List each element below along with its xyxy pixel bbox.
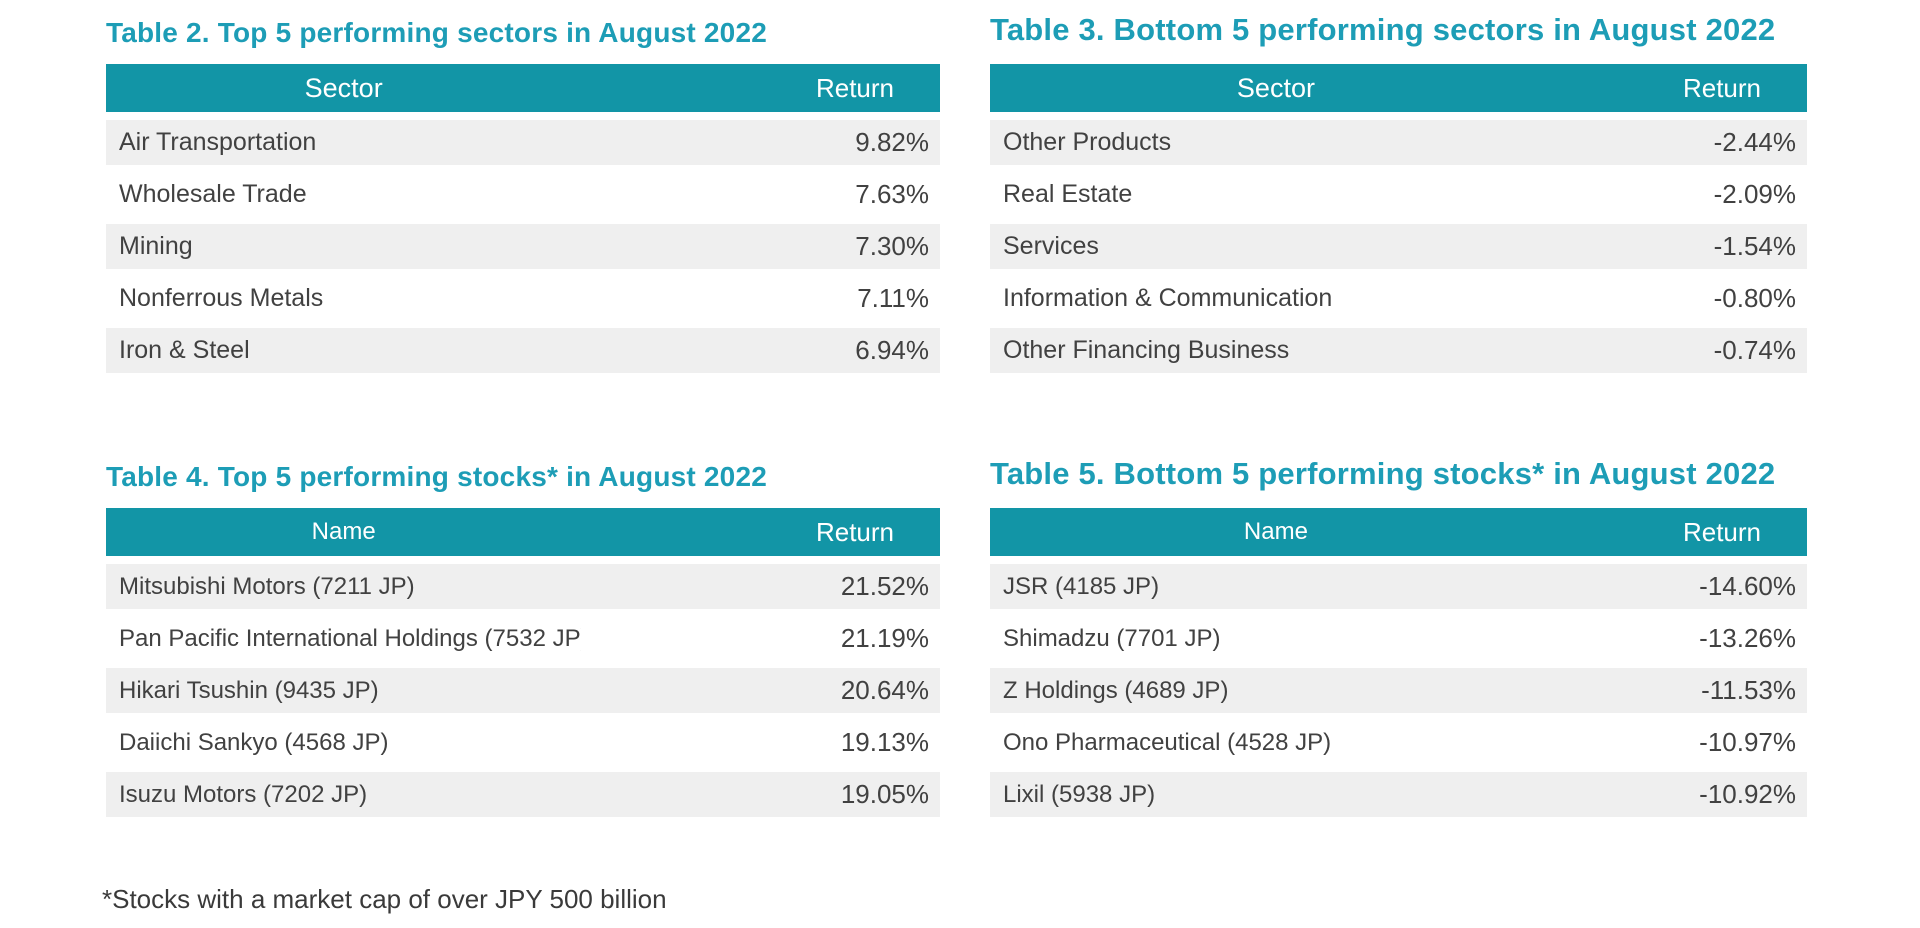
- table-top-stocks: Table 4. Top 5 performing stocks* in Aug…: [106, 460, 940, 824]
- return-cell: 21.19%: [840, 623, 929, 653]
- table-row: Z Holdings (4689 JP) -11.53%: [990, 668, 1807, 713]
- stock-name-cell: Daiichi Sankyo (4568 JP): [119, 728, 389, 756]
- return-cell: -2.09%: [1713, 179, 1796, 209]
- sector-cell: Services: [1003, 232, 1099, 260]
- column-header-return: Return: [815, 72, 894, 103]
- table-header-row: Name Return: [990, 508, 1807, 556]
- table-header-row: Sector Return: [990, 64, 1807, 112]
- table-row: Isuzu Motors (7202 JP) 19.05%: [106, 772, 940, 817]
- table-row: Mining 7.30%: [106, 224, 940, 269]
- table-row: Services -1.54%: [990, 224, 1807, 269]
- sector-cell: Information & Communication: [1003, 284, 1333, 312]
- return-cell: -10.97%: [1699, 727, 1796, 757]
- return-cell: -14.60%: [1699, 571, 1796, 601]
- sector-cell: Other Products: [1003, 128, 1172, 156]
- footnote: *Stocks with a market cap of over JPY 50…: [102, 884, 667, 914]
- table-row: Information & Communication -0.80%: [990, 276, 1807, 321]
- stock-name-cell: Z Holdings (4689 JP): [1003, 676, 1229, 704]
- sector-cell: Air Transportation: [119, 128, 317, 156]
- stock-name-cell: JSR (4185 JP): [1003, 572, 1160, 600]
- table-header-row: Sector Return: [106, 64, 940, 112]
- return-cell: 9.82%: [855, 127, 929, 157]
- stock-name-cell: Lixil (5938 JP): [1003, 780, 1156, 808]
- table-row: Real Estate -2.09%: [990, 172, 1807, 217]
- table-row: Other Products -2.44%: [990, 120, 1807, 165]
- return-cell: 6.94%: [855, 335, 929, 365]
- table-row: Air Transportation 9.82%: [106, 120, 940, 165]
- table-row: Lixil (5938 JP) -10.92%: [990, 772, 1807, 817]
- column-header-name: Name: [311, 518, 376, 545]
- sector-cell: Iron & Steel: [119, 336, 250, 364]
- stock-name-cell: Shimadzu (7701 JP): [1003, 624, 1221, 652]
- table-row: JSR (4185 JP) -14.60%: [990, 564, 1807, 609]
- table-row: Other Financing Business -0.74%: [990, 328, 1807, 373]
- return-cell: 7.11%: [857, 283, 929, 313]
- sector-cell: Other Financing Business: [1003, 336, 1290, 364]
- table-row: Mitsubishi Motors (7211 JP) 21.52%: [106, 564, 940, 609]
- stock-name-cell: Mitsubishi Motors (7211 JP): [119, 572, 415, 600]
- column-header-return: Return: [815, 516, 894, 547]
- column-header-return: Return: [1682, 516, 1761, 547]
- return-cell: 20.64%: [840, 675, 929, 705]
- column-header-name: Name: [1243, 518, 1308, 545]
- table-title: Table 3. Bottom 5 performing sectors in …: [990, 12, 1776, 47]
- return-cell: 21.52%: [840, 571, 929, 601]
- return-cell: -0.80%: [1713, 283, 1796, 313]
- return-cell: -2.44%: [1713, 127, 1796, 157]
- return-cell: 19.05%: [840, 779, 929, 809]
- return-cell: -13.26%: [1699, 623, 1796, 653]
- stock-name-cell: Pan Pacific International Holdings (7532…: [119, 624, 582, 652]
- table-row: Pan Pacific International Holdings (7532…: [106, 616, 940, 661]
- return-cell: -10.92%: [1699, 779, 1796, 809]
- column-header-return: Return: [1682, 72, 1761, 103]
- return-cell: 7.30%: [855, 231, 929, 261]
- stock-name-cell: Hikari Tsushin (9435 JP): [119, 676, 379, 704]
- table-bottom-stocks: Table 5. Bottom 5 performing stocks* in …: [990, 455, 1807, 824]
- table-header-row: Name Return: [106, 508, 940, 556]
- table-bottom-sectors: Table 3. Bottom 5 performing sectors in …: [990, 11, 1807, 380]
- return-cell: -1.54%: [1713, 231, 1796, 261]
- table-row: Nonferrous Metals 7.11%: [106, 276, 940, 321]
- table-row: Daiichi Sankyo (4568 JP) 19.13%: [106, 720, 940, 765]
- return-cell: -11.53%: [1701, 675, 1796, 705]
- stock-name-cell: Isuzu Motors (7202 JP): [119, 780, 368, 808]
- table-title: Table 4. Top 5 performing stocks* in Aug…: [106, 461, 767, 492]
- column-header-sector: Sector: [304, 72, 383, 103]
- return-cell: -0.74%: [1713, 335, 1796, 365]
- return-cell: 7.63%: [855, 179, 929, 209]
- sector-cell: Mining: [119, 232, 193, 260]
- table-top-sectors: Table 2. Top 5 performing sectors in Aug…: [106, 16, 940, 380]
- table-row: Iron & Steel 6.94%: [106, 328, 940, 373]
- stock-name-cell: Ono Pharmaceutical (4528 JP): [1003, 728, 1332, 756]
- table-row: Shimadzu (7701 JP) -13.26%: [990, 616, 1807, 661]
- sector-cell: Nonferrous Metals: [119, 284, 324, 312]
- table-title: Table 2. Top 5 performing sectors in Aug…: [106, 17, 767, 48]
- table-row: Wholesale Trade 7.63%: [106, 172, 940, 217]
- column-header-sector: Sector: [1236, 72, 1315, 103]
- table-row: Hikari Tsushin (9435 JP) 20.64%: [106, 668, 940, 713]
- table-title: Table 5. Bottom 5 performing stocks* in …: [990, 456, 1776, 491]
- sector-cell: Wholesale Trade: [119, 180, 307, 208]
- table-row: Ono Pharmaceutical (4528 JP) -10.97%: [990, 720, 1807, 765]
- sector-cell: Real Estate: [1003, 180, 1133, 208]
- return-cell: 19.13%: [840, 727, 929, 757]
